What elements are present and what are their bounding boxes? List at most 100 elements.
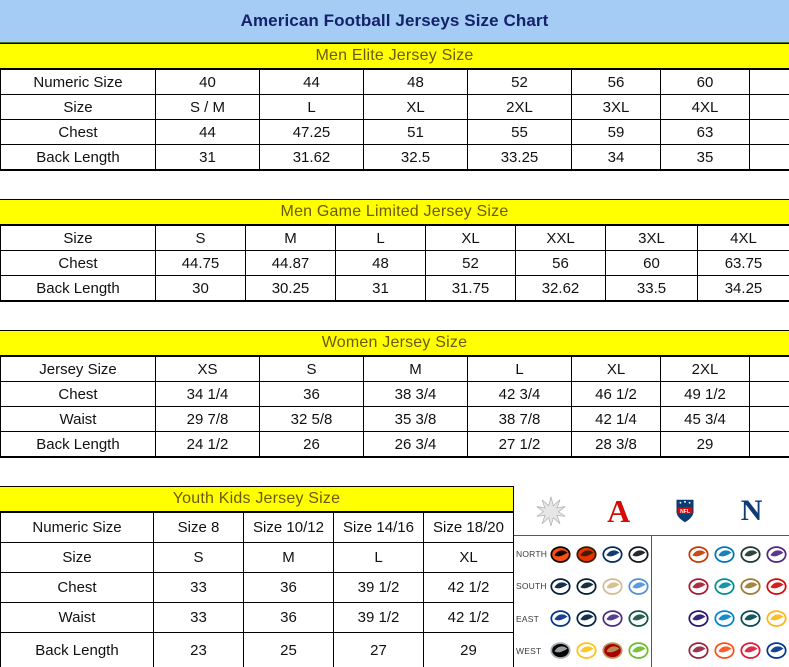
cell-value: 29 — [423, 632, 514, 667]
row-label: Waist — [0, 602, 154, 633]
cell-value: 44 — [259, 69, 364, 95]
cell-value: 33 — [153, 572, 244, 603]
division-row: WESTArizona CardinalsDenver BroncosKansa… — [652, 635, 789, 667]
team-logo-icon: Philadelphia Eagles — [740, 610, 761, 627]
cell-value: 32.5 — [363, 144, 468, 170]
table-row: Back Length 24 1/2 26 26 3/4 27 1/2 28 3/8 29 — [0, 431, 789, 457]
cell-value: 35 3/8 — [363, 406, 468, 432]
cell-value: 59 — [571, 119, 661, 145]
table-row: Waist 29 7/8 32 5/8 35 3/8 38 7/8 42 1/4 45 3/… — [0, 406, 789, 432]
cell-value: 4XL — [660, 94, 750, 120]
team-logo-grid: Atlanta Falcons Miami Dolphins Jacksonvill… — [686, 576, 789, 597]
cell-value: 27 — [333, 632, 424, 667]
team-logo-grid: Arizona Cardinals Denver Broncos Kansas Ci… — [686, 640, 789, 661]
team-logo-icon: Minnesota Vikings — [766, 545, 787, 563]
division-label: SOUTH — [516, 581, 547, 592]
afc-slot: A — [585, 495, 652, 527]
section-header-women: Women Jersey Size — [0, 330, 789, 356]
team-logo-icon: Chicago Bears — [688, 545, 709, 563]
team-logo-icon: Carolina Panthers — [714, 610, 735, 627]
row-label: Numeric Size — [0, 512, 154, 543]
cell-value: 42 1/2 — [423, 602, 514, 633]
section-spacer — [0, 170, 789, 199]
cell-value: 3XL — [605, 225, 698, 251]
nfc-logo-icon: N — [740, 493, 763, 527]
team-logo-icon: Atlanta Falcons — [688, 578, 709, 595]
nfl-panel-body: NORTHCincinnati Bengals Cleveland Browns I… — [514, 536, 789, 667]
cell-value: 32.62 — [515, 275, 606, 301]
cell-value: XXL — [515, 225, 606, 251]
cell-value: 44.87 — [245, 250, 336, 276]
cell-value: 26 — [259, 431, 364, 457]
sunburst-slot — [518, 496, 585, 526]
row-label: Waist — [0, 406, 156, 432]
cell-empty — [749, 431, 789, 457]
cell-value: XS — [155, 356, 260, 382]
row-label: Back Length — [0, 632, 154, 667]
cell-value: 35 — [660, 144, 750, 170]
table-youth-kids: Numeric Size Size 8 Size 10/12 Size 14/16 Si… — [0, 512, 514, 667]
cell-value: 44 — [155, 119, 260, 145]
cell-value: 44.75 — [155, 250, 246, 276]
cell-empty — [749, 119, 789, 145]
cell-value: 28 3/8 — [571, 431, 661, 457]
nfl-shield-icon: NFL — [675, 497, 695, 524]
cell-value: 31.62 — [259, 144, 364, 170]
cell-value: Size 8 — [153, 512, 244, 543]
cell-value: 38 7/8 — [467, 406, 572, 432]
cell-value: 36 — [243, 572, 334, 603]
division-row: EAST Buffalo Bills New England Patriots New… — [514, 603, 651, 635]
table-row: Back Length 23 25 27 29 — [0, 632, 514, 667]
conference-nfc: NORTHChicago BearsDetroit LionsGreen Bay… — [652, 536, 789, 667]
cell-value: Size 10/12 — [243, 512, 334, 543]
table-men-elite: Numeric Size 40 44 48 52 56 60 Size S / M L XL 2XL 3… — [0, 69, 789, 170]
cell-value: 23 — [153, 632, 244, 667]
section-header-men-game-limited: Men Game Limited Jersey Size — [0, 199, 789, 225]
nfl-panel-header: A NFL N — [514, 486, 789, 536]
table-row: Numeric Size 40 44 48 52 56 60 — [0, 69, 789, 95]
team-logo-icon: Miami Dolphins — [714, 578, 735, 595]
table-body-youth-kids: Numeric Size Size 8 Size 10/12 Size 14/16 Si… — [0, 512, 514, 667]
cell-value: 56 — [571, 69, 661, 95]
nfl-shield-slot: NFL — [652, 497, 719, 525]
cell-value: 48 — [335, 250, 426, 276]
team-logo-icon: Tennessee Titans — [628, 578, 649, 595]
cell-value: 36 — [259, 381, 364, 407]
cell-value: 3XL — [571, 94, 661, 120]
team-logo-icon: Las Vegas Raiders — [550, 642, 571, 660]
cell-value: 39 1/2 — [333, 602, 424, 633]
team-logo-grid: Cincinnati Bengals Cleveland Browns Indian… — [548, 544, 651, 565]
cell-value: Size 18/20 — [423, 512, 514, 543]
cell-value: 33.5 — [605, 275, 698, 301]
cell-value: 32 5/8 — [259, 406, 364, 432]
division-row: NORTHChicago BearsDetroit LionsGreen Bay… — [652, 538, 789, 570]
table-row: Size S M L XL XXL 3XL 4XL — [0, 225, 789, 251]
table-row: Jersey Size XS S M L XL 2XL — [0, 356, 789, 382]
row-label: Chest — [0, 119, 156, 145]
team-logo-icon: New York Jets — [628, 610, 649, 627]
table-row: Size S / M L XL 2XL 3XL 4XL — [0, 94, 789, 120]
cell-value: XL — [571, 356, 661, 382]
cell-value: 60 — [660, 69, 750, 95]
division-label: NORTH — [516, 549, 548, 560]
cell-value: 31 — [155, 144, 260, 170]
row-label: Chest — [0, 572, 154, 603]
cell-value: 36 — [243, 602, 334, 633]
cell-value: 26 3/4 — [363, 431, 468, 457]
cell-value: 49 1/2 — [660, 381, 750, 407]
cell-value: M — [245, 225, 336, 251]
team-logo-grid: Las Vegas Raiders Los Angeles Chargers San… — [548, 640, 651, 661]
division-row: SOUTHAtlanta FalconsMiami DolphinsJackso… — [652, 570, 789, 602]
cell-value: 33 — [153, 602, 244, 633]
cell-value: 55 — [467, 119, 572, 145]
section-title: Women Jersey Size — [321, 334, 468, 351]
cell-value: Size 14/16 — [333, 512, 424, 543]
cell-value: 39 1/2 — [333, 572, 424, 603]
cell-value: XL — [425, 225, 516, 251]
cell-value: L — [333, 542, 424, 573]
cell-value: S — [155, 225, 246, 251]
team-logo-icon: Green Bay Packers — [740, 545, 761, 563]
section-spacer — [0, 457, 789, 486]
cell-value: 27 1/2 — [467, 431, 572, 457]
table-row: Back Length 30 30.25 31 31.75 32.62 33.5 34.25 — [0, 275, 789, 301]
